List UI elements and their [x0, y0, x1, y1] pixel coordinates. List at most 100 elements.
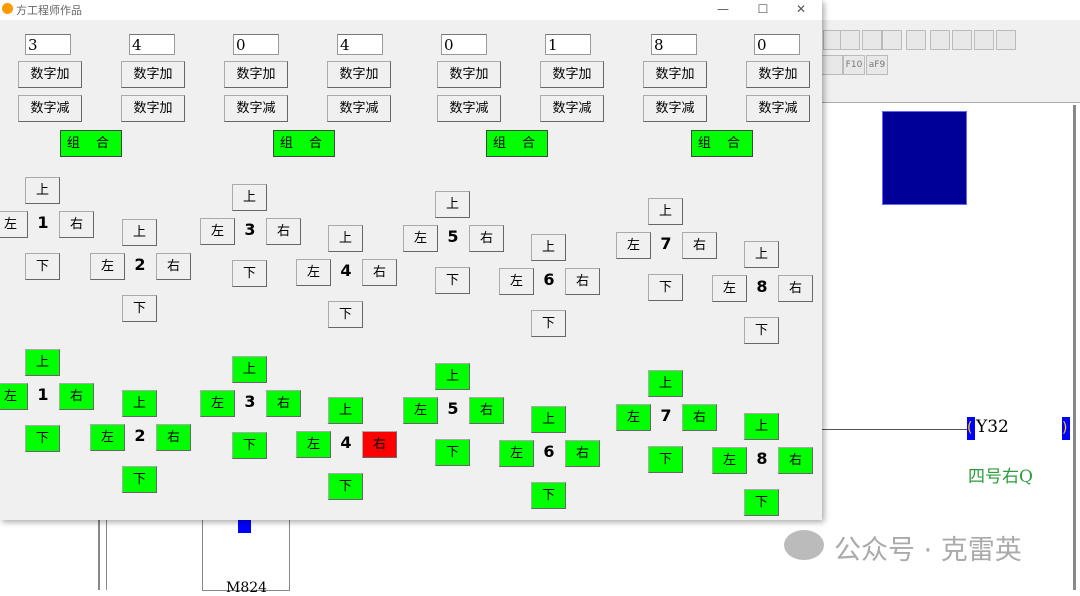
close-button[interactable]: ✕ — [795, 2, 807, 16]
digit-input-8[interactable] — [754, 34, 800, 55]
maximize-button[interactable]: ☐ — [757, 2, 769, 16]
bottom-pad-2-down-button[interactable]: 下 — [122, 466, 157, 493]
top-pad-7-down-button[interactable]: 下 — [648, 274, 683, 301]
top-pad-6-up-button[interactable]: 上 — [531, 234, 566, 261]
toolbar-button[interactable] — [906, 30, 926, 50]
digit-minus-button-3[interactable]: 数字减 — [224, 95, 288, 122]
digit-input-2[interactable] — [129, 34, 175, 55]
digit-plus-button-4[interactable]: 数字加 — [327, 61, 391, 88]
toolbar-button-f10[interactable]: F10 — [843, 55, 865, 75]
bottom-pad-8-down-button[interactable]: 下 — [744, 489, 779, 516]
bottom-pad-7-down-button[interactable]: 下 — [648, 446, 683, 473]
top-pad-4-right-button[interactable]: 右 — [362, 259, 397, 286]
top-pad-6-right-button[interactable]: 右 — [565, 268, 600, 295]
bottom-pad-2-up-button[interactable]: 上 — [122, 390, 157, 417]
bottom-pad-3-down-button[interactable]: 下 — [232, 432, 267, 459]
top-pad-5-up-button[interactable]: 上 — [435, 191, 470, 218]
bottom-pad-4-left-button[interactable]: 左 — [296, 431, 331, 458]
combine-button-2[interactable]: 组 合 — [273, 130, 335, 157]
top-pad-2-down-button[interactable]: 下 — [122, 295, 157, 322]
bottom-pad-6-down-button[interactable]: 下 — [531, 482, 566, 509]
digit-minus-button-4[interactable]: 数字减 — [327, 95, 391, 122]
top-pad-1-down-button[interactable]: 下 — [25, 253, 60, 280]
digit-input-6[interactable] — [545, 34, 591, 55]
bottom-pad-6-left-button[interactable]: 左 — [499, 440, 534, 467]
bottom-pad-7-right-button[interactable]: 右 — [682, 404, 717, 431]
digit-minus-button-8[interactable]: 数字减 — [746, 95, 810, 122]
bottom-pad-7-left-button[interactable]: 左 — [616, 404, 651, 431]
bottom-pad-2-left-button[interactable]: 左 — [90, 424, 125, 451]
toolbar-button[interactable] — [974, 30, 994, 50]
bottom-pad-7-up-button[interactable]: 上 — [648, 370, 683, 397]
bottom-pad-8-up-button[interactable]: 上 — [744, 413, 779, 440]
bottom-pad-5-right-button[interactable]: 右 — [469, 397, 504, 424]
top-pad-3-left-button[interactable]: 左 — [200, 218, 235, 245]
top-pad-6-down-button[interactable]: 下 — [531, 310, 566, 337]
bottom-pad-4-right-button[interactable]: 右 — [362, 431, 397, 458]
top-pad-6-left-button[interactable]: 左 — [499, 268, 534, 295]
bottom-pad-5-left-button[interactable]: 左 — [403, 397, 438, 424]
top-pad-7-left-button[interactable]: 左 — [616, 232, 651, 259]
toolbar-button[interactable] — [930, 30, 950, 50]
top-pad-1-left-button[interactable]: 左 — [0, 211, 28, 238]
bottom-pad-4-up-button[interactable]: 上 — [328, 397, 363, 424]
top-pad-2-left-button[interactable]: 左 — [90, 253, 125, 280]
top-pad-2-up-button[interactable]: 上 — [122, 219, 157, 246]
bottom-pad-5-up-button[interactable]: 上 — [435, 363, 470, 390]
digit-plus-button-8[interactable]: 数字加 — [746, 61, 810, 88]
toolbar-button-af9[interactable]: aF9 — [866, 55, 888, 75]
top-pad-5-left-button[interactable]: 左 — [403, 225, 438, 252]
top-pad-8-right-button[interactable]: 右 — [778, 275, 813, 302]
toolbar-button[interactable] — [840, 30, 860, 50]
digit-plus-button-1[interactable]: 数字加 — [18, 61, 82, 88]
digit-plus-button-6[interactable]: 数字加 — [540, 61, 604, 88]
digit-plus-button-3[interactable]: 数字加 — [224, 61, 288, 88]
digit-minus-button-1[interactable]: 数字减 — [18, 95, 82, 122]
digit-plus-button-5[interactable]: 数字加 — [437, 61, 501, 88]
combine-button-1[interactable]: 组 合 — [60, 130, 122, 157]
toolbar-button[interactable] — [882, 30, 902, 50]
top-pad-8-down-button[interactable]: 下 — [744, 317, 779, 344]
bottom-pad-3-left-button[interactable]: 左 — [200, 390, 235, 417]
bottom-pad-8-left-button[interactable]: 左 — [712, 447, 747, 474]
top-pad-5-right-button[interactable]: 右 — [469, 225, 504, 252]
bottom-pad-1-up-button[interactable]: 上 — [25, 349, 60, 376]
digit-input-5[interactable] — [441, 34, 487, 55]
top-pad-8-up-button[interactable]: 上 — [744, 241, 779, 268]
top-pad-7-right-button[interactable]: 右 — [682, 232, 717, 259]
top-pad-3-up-button[interactable]: 上 — [232, 184, 267, 211]
bottom-pad-3-up-button[interactable]: 上 — [232, 356, 267, 383]
top-pad-3-right-button[interactable]: 右 — [266, 218, 301, 245]
top-pad-3-down-button[interactable]: 下 — [232, 260, 267, 287]
top-pad-7-up-button[interactable]: 上 — [648, 198, 683, 225]
bottom-pad-4-down-button[interactable]: 下 — [328, 473, 363, 500]
toolbar-button[interactable] — [862, 30, 882, 50]
bottom-pad-8-right-button[interactable]: 右 — [778, 447, 813, 474]
top-pad-1-up-button[interactable]: 上 — [25, 177, 60, 204]
top-pad-4-left-button[interactable]: 左 — [296, 259, 331, 286]
combine-button-4[interactable]: 组 合 — [691, 130, 753, 157]
top-pad-2-right-button[interactable]: 右 — [156, 253, 191, 280]
digit-minus-button-6[interactable]: 数字减 — [540, 95, 604, 122]
bottom-pad-5-down-button[interactable]: 下 — [435, 439, 470, 466]
combine-button-3[interactable]: 组 合 — [486, 130, 548, 157]
bottom-pad-6-right-button[interactable]: 右 — [565, 440, 600, 467]
digit-input-1[interactable] — [25, 34, 71, 55]
digit-minus-button-7[interactable]: 数字减 — [643, 95, 707, 122]
digit-minus-button-5[interactable]: 数字减 — [437, 95, 501, 122]
digit-input-7[interactable] — [651, 34, 697, 55]
bottom-pad-1-left-button[interactable]: 左 — [0, 383, 28, 410]
bottom-pad-1-down-button[interactable]: 下 — [25, 425, 60, 452]
minimize-button[interactable]: — — [717, 2, 729, 16]
digit-plus-button-7[interactable]: 数字加 — [643, 61, 707, 88]
toolbar-button[interactable] — [952, 30, 972, 50]
top-pad-4-up-button[interactable]: 上 — [328, 225, 363, 252]
top-pad-5-down-button[interactable]: 下 — [435, 267, 470, 294]
digit-input-3[interactable] — [233, 34, 279, 55]
digit-minus-button-2[interactable]: 数字加 — [121, 95, 185, 122]
digit-plus-button-2[interactable]: 数字加 — [121, 61, 185, 88]
top-pad-4-down-button[interactable]: 下 — [328, 301, 363, 328]
bottom-pad-2-right-button[interactable]: 右 — [156, 424, 191, 451]
top-pad-1-right-button[interactable]: 右 — [59, 211, 94, 238]
bottom-pad-1-right-button[interactable]: 右 — [59, 383, 94, 410]
